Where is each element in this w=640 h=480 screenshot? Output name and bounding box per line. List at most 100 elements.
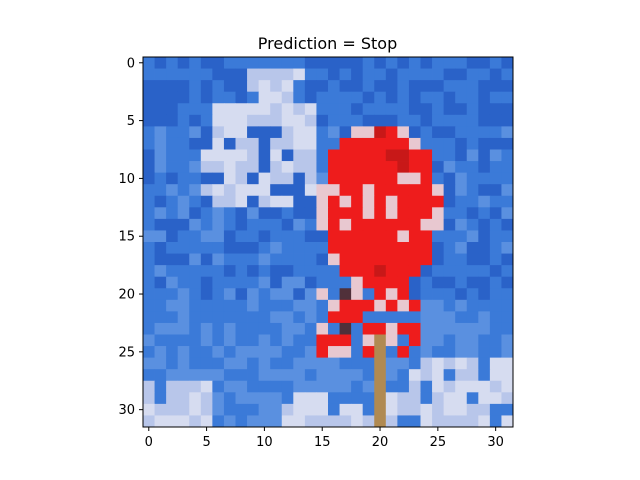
pixel — [443, 103, 456, 116]
pixel — [235, 357, 248, 370]
pixel — [455, 91, 468, 104]
pixel — [362, 195, 375, 208]
pixel — [316, 172, 329, 185]
pixel — [189, 103, 202, 116]
pixel — [235, 299, 248, 312]
pixel — [420, 230, 433, 243]
pixel — [466, 103, 479, 116]
pixel — [374, 195, 387, 208]
pixel — [316, 403, 329, 416]
pixel — [328, 218, 340, 231]
pixel — [478, 276, 491, 289]
pixel — [247, 265, 260, 278]
pixel — [374, 103, 387, 116]
pixel — [420, 184, 433, 197]
pixel — [328, 149, 340, 162]
pixel — [281, 242, 294, 254]
pixel — [223, 392, 236, 405]
pixel — [339, 392, 352, 405]
pixel — [304, 357, 317, 370]
pixel — [143, 161, 155, 174]
pixel — [270, 288, 283, 301]
pixel — [489, 126, 502, 139]
pixel — [212, 299, 225, 312]
pixel — [478, 253, 491, 266]
pixel — [455, 218, 468, 231]
pixel — [432, 334, 445, 347]
pixel — [270, 126, 283, 139]
pixel — [432, 184, 445, 197]
pixel — [443, 288, 456, 301]
pixel — [200, 403, 213, 416]
pixel — [397, 172, 410, 185]
pixel — [166, 230, 179, 243]
pixel — [177, 392, 190, 405]
pixel — [143, 137, 155, 150]
pixel — [351, 380, 364, 393]
pixel — [235, 57, 248, 69]
pixel — [455, 311, 468, 324]
pixel — [478, 369, 491, 382]
pixel — [443, 265, 456, 278]
pixel — [408, 218, 421, 231]
pixel — [223, 137, 236, 150]
pixel — [270, 172, 283, 185]
pixel — [177, 137, 190, 150]
pixel — [304, 230, 317, 243]
pixel — [420, 207, 433, 220]
pixel — [466, 149, 479, 162]
pixel — [154, 172, 167, 185]
pixel — [212, 230, 225, 243]
pixel — [177, 172, 190, 185]
pixel — [143, 172, 155, 185]
pixel — [362, 91, 375, 104]
pixel — [166, 57, 179, 69]
pixel — [466, 322, 479, 335]
pixel — [397, 91, 410, 104]
pixel — [235, 265, 248, 278]
pixel — [420, 80, 433, 93]
pixel — [443, 253, 456, 266]
pixel — [293, 357, 306, 370]
pixel — [293, 415, 306, 428]
pixel — [328, 357, 340, 370]
pixel — [351, 195, 364, 208]
pixel — [154, 276, 167, 289]
pixel — [339, 91, 352, 104]
pixel — [189, 184, 202, 197]
pixel — [432, 149, 445, 162]
pixel — [408, 103, 421, 116]
pixel — [385, 172, 398, 185]
pixel — [432, 403, 445, 416]
pixel — [455, 265, 468, 278]
pixel — [351, 242, 364, 254]
pixel — [408, 276, 421, 289]
pixel — [270, 346, 283, 359]
pixel — [223, 288, 236, 301]
pixel — [501, 161, 514, 174]
pixel — [385, 392, 398, 405]
pixel — [432, 57, 445, 69]
pixel — [166, 265, 179, 278]
pixel — [189, 126, 202, 139]
pixel — [304, 137, 317, 150]
pixel — [235, 288, 248, 301]
pixel — [143, 68, 155, 81]
pixel — [304, 299, 317, 312]
pixel — [466, 184, 479, 197]
pixel — [432, 369, 445, 382]
pixel — [351, 137, 364, 150]
pixel — [432, 346, 445, 359]
pixel — [293, 103, 306, 116]
pixel — [293, 195, 306, 208]
pixel — [489, 242, 502, 254]
pixel — [154, 357, 167, 370]
pixel — [374, 357, 387, 370]
pixel — [455, 403, 468, 416]
pixel — [397, 403, 410, 416]
pixel — [247, 80, 260, 93]
pixel — [466, 265, 479, 278]
pixel — [316, 91, 329, 104]
pixel — [281, 357, 294, 370]
pixel — [455, 137, 468, 150]
